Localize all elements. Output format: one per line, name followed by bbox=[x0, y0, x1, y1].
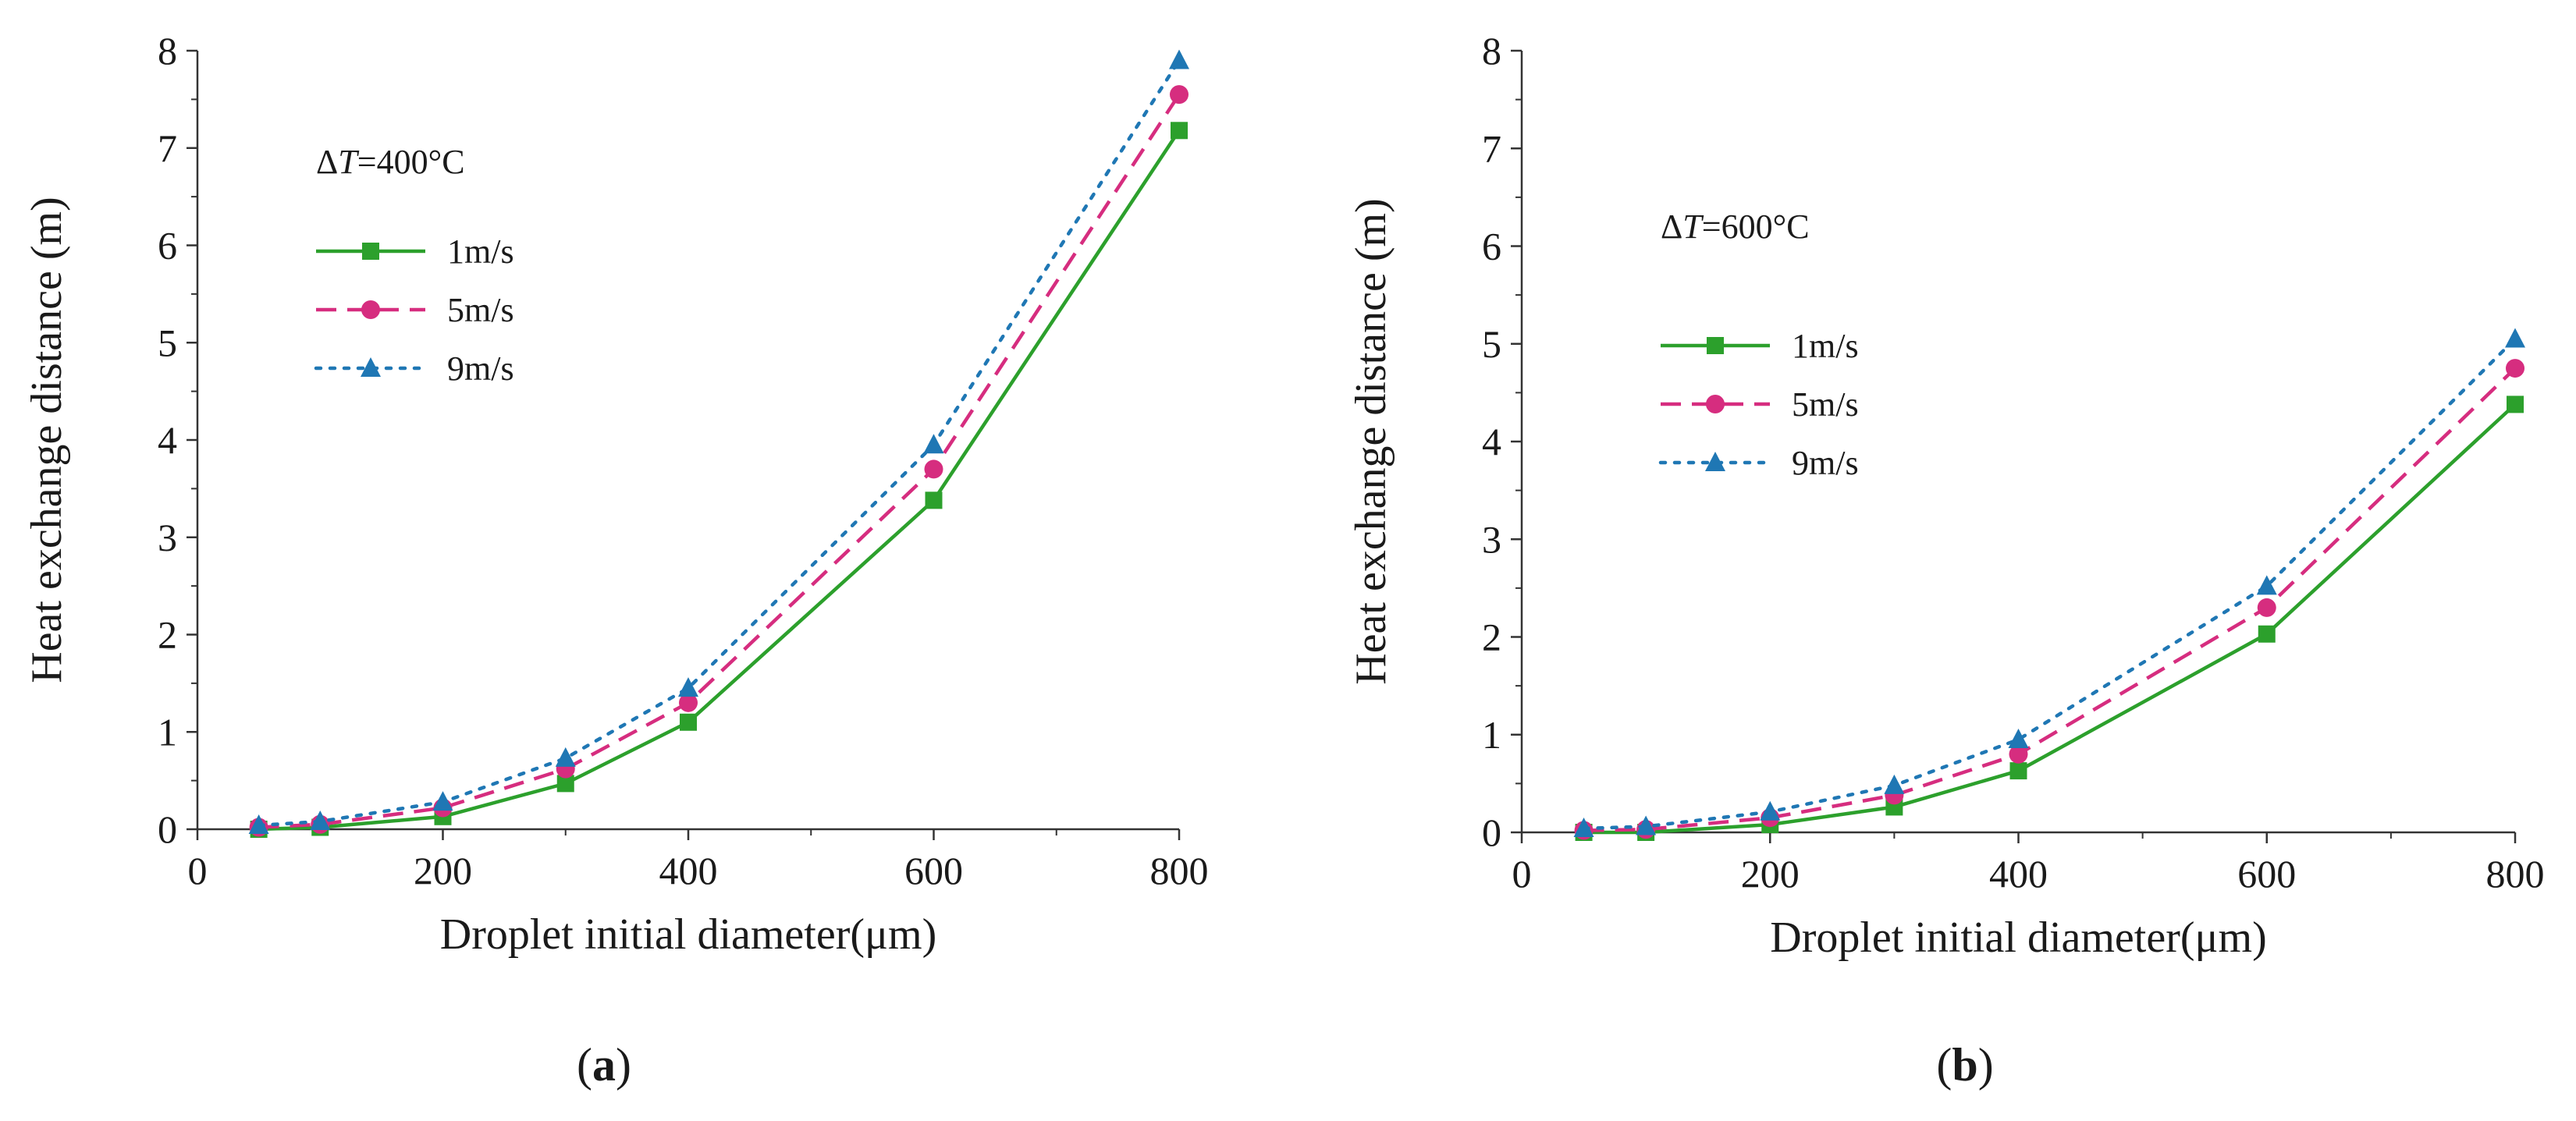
y-tick-label: 2 bbox=[158, 613, 177, 657]
data-point bbox=[2257, 598, 2276, 617]
x-axis-title: Droplet initial diameter(μm) bbox=[1770, 913, 2266, 962]
temperature-annotation: ΔT=400°C bbox=[316, 143, 465, 181]
data-point bbox=[1573, 817, 1594, 837]
data-point bbox=[925, 491, 943, 509]
legend-label: 9m/s bbox=[1792, 444, 1859, 482]
data-point bbox=[1171, 122, 1188, 140]
y-tick-label: 5 bbox=[158, 321, 177, 364]
data-point bbox=[924, 459, 943, 479]
y-tick-label: 8 bbox=[158, 29, 177, 73]
data-point bbox=[2008, 729, 2029, 749]
series-line-5m-per-s bbox=[1583, 367, 2517, 832]
y-tick-label: 6 bbox=[158, 224, 177, 268]
chart-panel-b: 0 1 2 3 4 5 6 7 8 0 200 400 600 800 Droplet initial di… bbox=[1347, 29, 2545, 1091]
legend-marker bbox=[1706, 395, 1725, 413]
data-point bbox=[2009, 762, 2027, 780]
legend-marker bbox=[362, 243, 379, 260]
data-point bbox=[556, 775, 574, 793]
y-tick-label: 2 bbox=[1482, 615, 1501, 659]
legend-label: 1m/s bbox=[447, 232, 514, 271]
legend-label: 5m/s bbox=[1792, 385, 1859, 424]
data-point bbox=[248, 814, 269, 835]
data-point bbox=[2009, 744, 2028, 764]
data-point bbox=[1636, 815, 1657, 835]
panel-label: (b) bbox=[1936, 1039, 1993, 1091]
data-point bbox=[1760, 800, 1781, 821]
data-point bbox=[679, 693, 698, 712]
data-point bbox=[1884, 774, 1905, 794]
x-tick-label: 400 bbox=[659, 849, 718, 892]
data-point bbox=[680, 713, 697, 731]
y-tick-label: 3 bbox=[158, 516, 177, 559]
data-point bbox=[555, 747, 576, 767]
data-point bbox=[432, 791, 453, 811]
annotation-var: T bbox=[1682, 208, 1704, 246]
y-tick-label: 6 bbox=[1482, 225, 1501, 268]
data-point bbox=[2505, 328, 2525, 348]
data-point bbox=[2506, 359, 2524, 378]
x-tick-label: 200 bbox=[414, 849, 472, 892]
y-tick-label: 7 bbox=[158, 126, 177, 170]
data-point bbox=[923, 434, 944, 454]
legend-marker bbox=[361, 300, 380, 319]
x-axis-title: Droplet initial diameter(μm) bbox=[440, 910, 936, 959]
chart-panel-a: 0 1 2 3 4 5 6 7 8 0 200 400 600 800 Droplet initial di… bbox=[23, 29, 1209, 1091]
data-point bbox=[310, 811, 331, 831]
x-tick-label: 0 bbox=[1512, 852, 1532, 896]
x-tick-label: 0 bbox=[188, 849, 208, 892]
data-point bbox=[2507, 396, 2524, 413]
annotation-delta: Δ bbox=[316, 143, 338, 181]
y-tick-label: 0 bbox=[158, 807, 177, 851]
legend-marker bbox=[1705, 452, 1725, 471]
y-tick-label: 7 bbox=[1482, 126, 1501, 170]
x-tick-label: 800 bbox=[2486, 852, 2545, 896]
y-tick-label: 3 bbox=[1482, 517, 1501, 561]
panel-letter: a bbox=[592, 1039, 616, 1091]
legend: 1m/s 5m/s 9m/s bbox=[314, 232, 514, 388]
y-tick-label: 1 bbox=[158, 710, 177, 754]
x-tick-label: 400 bbox=[1989, 852, 2048, 896]
legend-marker bbox=[1707, 337, 1724, 354]
y-tick-label: 4 bbox=[158, 418, 177, 462]
annotation-value: =400°C bbox=[357, 143, 465, 181]
series-line-5m-per-s bbox=[258, 93, 1181, 829]
panel-letter: b bbox=[1952, 1039, 1977, 1091]
temperature-annotation: ΔT=600°C bbox=[1661, 208, 1810, 246]
x-tick-label: 600 bbox=[2237, 852, 2296, 896]
data-point bbox=[2258, 625, 2276, 643]
legend: 1m/s 5m/s 9m/s bbox=[1658, 327, 1859, 482]
y-tick-label: 1 bbox=[1482, 713, 1501, 757]
legend-marker bbox=[361, 357, 381, 377]
annotation-var: T bbox=[338, 143, 360, 181]
series-line-1m-per-s bbox=[258, 129, 1181, 832]
y-axis-title: Heat exchange distance (m) bbox=[1347, 198, 1395, 684]
annotation-value: =600°C bbox=[1702, 208, 1810, 246]
data-point bbox=[2256, 575, 2277, 595]
data-point bbox=[1169, 49, 1189, 69]
y-tick-label: 0 bbox=[1482, 811, 1501, 854]
data-point bbox=[678, 677, 698, 697]
legend-label: 1m/s bbox=[1792, 327, 1859, 365]
panel-label: (a) bbox=[577, 1039, 631, 1091]
y-tick-label: 8 bbox=[1482, 29, 1501, 73]
legend-label: 9m/s bbox=[447, 349, 514, 388]
annotation-delta: Δ bbox=[1661, 208, 1682, 246]
y-axis-title: Heat exchange distance (m) bbox=[23, 197, 71, 683]
y-tick-label: 4 bbox=[1482, 420, 1501, 463]
x-tick-label: 800 bbox=[1150, 849, 1209, 892]
legend-label: 5m/s bbox=[447, 291, 514, 329]
x-tick-label: 600 bbox=[904, 849, 963, 892]
x-tick-label: 200 bbox=[1741, 852, 1800, 896]
y-tick-label: 5 bbox=[1482, 322, 1501, 366]
data-point bbox=[1170, 85, 1189, 105]
